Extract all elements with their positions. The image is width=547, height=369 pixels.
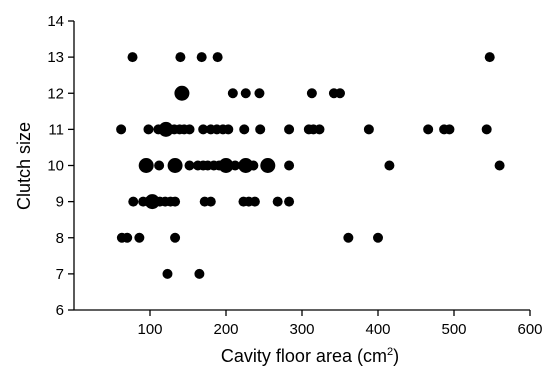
data-point <box>212 52 223 63</box>
y-ticks: 6 7 8 9 10 11 12 13 14 <box>47 13 74 319</box>
data-point <box>170 196 181 207</box>
data-point <box>373 232 383 243</box>
data-point <box>143 124 154 135</box>
data-point <box>335 88 345 99</box>
data-point <box>284 160 295 171</box>
data-point <box>218 158 234 173</box>
x-axis-label: Cavity floor area (cm2) <box>221 346 399 366</box>
y-tick-label: 14 <box>47 13 64 30</box>
data-point <box>196 52 207 63</box>
data-point <box>255 124 266 135</box>
data-point <box>194 268 205 279</box>
y-tick-label: 6 <box>56 302 64 319</box>
data-point <box>314 124 325 135</box>
data-point <box>230 160 241 171</box>
data-point <box>174 85 190 101</box>
x-tick-label: 200 <box>213 321 238 338</box>
data-point <box>240 88 251 99</box>
data-point <box>249 196 260 207</box>
y-tick-label: 12 <box>47 85 64 102</box>
y-axis-label: Clutch size <box>14 122 34 210</box>
data-point <box>127 52 138 63</box>
data-points <box>116 52 505 279</box>
data-point <box>481 124 492 135</box>
data-point <box>306 88 317 99</box>
data-point <box>158 121 174 137</box>
data-point <box>116 124 127 135</box>
data-point <box>444 124 455 135</box>
x-axis-label-close: ) <box>393 346 399 366</box>
data-point <box>284 124 295 135</box>
data-point <box>184 124 195 135</box>
data-point <box>260 158 276 173</box>
data-point <box>248 160 259 171</box>
y-tick-label: 9 <box>56 194 64 211</box>
x-axis-label-sup: 2 <box>387 346 393 358</box>
y-tick-label: 11 <box>48 121 64 138</box>
y-tick-label: 13 <box>47 49 64 66</box>
data-point <box>272 196 283 207</box>
data-point <box>175 52 186 63</box>
data-point <box>144 194 160 210</box>
data-point <box>162 268 173 279</box>
y-tick-label: 7 <box>56 266 64 283</box>
data-point <box>423 124 434 135</box>
data-point <box>343 232 354 243</box>
data-point <box>205 196 216 207</box>
data-point <box>138 158 154 173</box>
x-tick-label: 500 <box>441 321 466 338</box>
data-point <box>128 196 139 207</box>
data-point <box>239 124 250 135</box>
data-point <box>363 124 374 135</box>
x-ticks: 100 200 300 400 500 600 <box>137 310 543 338</box>
x-axis-label-text: Cavity floor area (cm <box>221 346 387 366</box>
data-point <box>122 232 133 243</box>
data-point <box>154 160 165 171</box>
data-point <box>134 232 145 243</box>
data-point <box>170 232 181 243</box>
x-tick-label: 100 <box>137 321 162 338</box>
x-tick-label: 300 <box>289 321 314 338</box>
data-point <box>238 158 254 173</box>
data-point <box>284 196 295 207</box>
data-point <box>494 160 505 171</box>
x-tick-label: 400 <box>365 321 390 338</box>
y-tick-label: 10 <box>47 158 64 175</box>
data-point <box>184 160 195 171</box>
data-point <box>223 124 234 135</box>
data-point <box>167 158 183 173</box>
x-tick-label: 600 <box>517 321 542 338</box>
data-point <box>254 88 265 99</box>
data-point <box>484 52 495 63</box>
data-point <box>198 124 209 135</box>
data-point <box>384 160 395 171</box>
data-point <box>227 88 238 99</box>
y-tick-label: 8 <box>56 230 64 247</box>
